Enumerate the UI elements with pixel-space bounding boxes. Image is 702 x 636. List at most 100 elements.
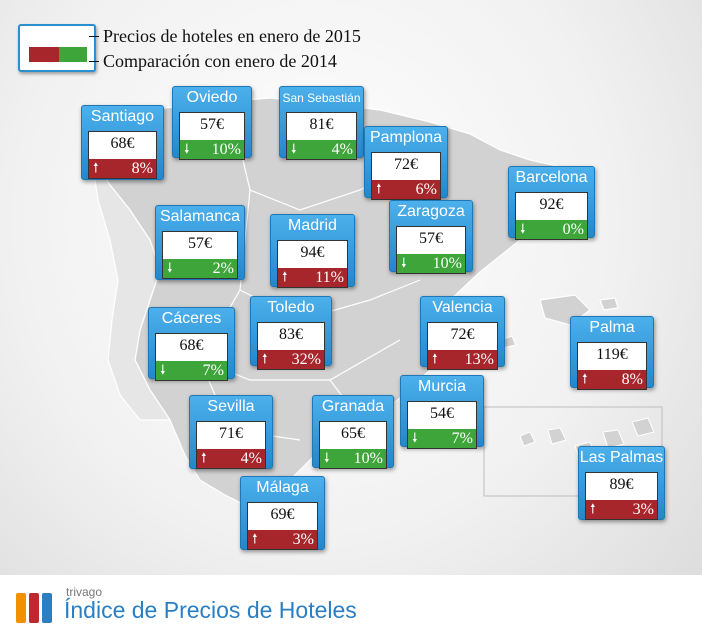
- city-salamanca: Salamanca 57€ 🠗 2%: [155, 205, 245, 280]
- city-price: 94€: [300, 244, 325, 261]
- arrow-down-icon: 🠗: [401, 256, 407, 271]
- city-pamplona: Pamplona 72€ 🠕 6%: [364, 126, 448, 200]
- portugal-shape: [91, 159, 172, 421]
- change-pct: 7%: [202, 362, 224, 379]
- city-price: 57€: [419, 230, 443, 247]
- arrow-up-icon: 🠕: [582, 372, 588, 387]
- change-pct: 8%: [621, 371, 643, 388]
- city-price: 57€: [188, 235, 212, 252]
- arrow-down-icon: 🠗: [291, 142, 297, 157]
- change-bar: 🠗 2%: [163, 259, 237, 278]
- logo-bar-orange: [16, 593, 26, 623]
- legend-red-swatch: [29, 47, 59, 62]
- change-pct: 32%: [291, 351, 321, 368]
- city-santiago: Santiago 68€ 🠕 8%: [81, 105, 164, 180]
- change-pct: 10%: [211, 141, 241, 158]
- change-bar: 🠕 13%: [428, 350, 497, 369]
- legend-line-2: Comparación con enero de 2014: [103, 51, 337, 71]
- city-name: Sevilla: [207, 398, 255, 415]
- city-price: 72€: [394, 156, 418, 173]
- arrow-down-icon: 🠗: [324, 451, 330, 466]
- city-name: Cáceres: [161, 310, 222, 327]
- city-price: 72€: [450, 326, 475, 343]
- city-caceres: Cáceres 68€ 🠗 7%: [148, 307, 235, 381]
- city-price: 89€: [609, 476, 634, 493]
- city-name: Pamplona: [369, 129, 443, 146]
- logo-bar-red: [29, 593, 39, 623]
- change-bar: 🠕 11%: [278, 268, 347, 287]
- change-pct: 3%: [292, 531, 314, 548]
- city-madrid: Madrid 94€ 🠕 11%: [270, 214, 355, 288]
- change-pct: 6%: [415, 181, 437, 198]
- change-pct: 0%: [562, 221, 584, 238]
- legend-line-1: Precios de hoteles en enero de 2015: [103, 26, 361, 46]
- trivago-logo-icon: [16, 593, 54, 623]
- arrow-down-icon: 🠗: [412, 431, 418, 446]
- city-san-sebastian: San Sebastián 81€ 🠗 4%: [279, 86, 364, 160]
- city-granada: Granada 65€ 🠗 10%: [312, 395, 394, 469]
- city-name: Oviedo: [186, 89, 238, 106]
- footer-title: Índice de Precios de Hoteles: [64, 597, 357, 623]
- city-name: Toledo: [267, 299, 315, 316]
- arrow-down-icon: 🠗: [520, 222, 526, 237]
- change-bar: 🠗 0%: [516, 220, 587, 239]
- logo-bar-blue: [42, 593, 52, 623]
- city-price: 71€: [219, 425, 243, 442]
- city-price: 92€: [539, 196, 564, 213]
- city-name: Madrid: [288, 217, 337, 234]
- change-pct: 7%: [451, 430, 473, 447]
- change-pct: 4%: [240, 450, 262, 467]
- city-valencia: Valencia 72€ 🠕 13%: [420, 296, 505, 370]
- city-sevilla: Sevilla 71€ 🠕 4%: [189, 395, 273, 469]
- legend: [18, 24, 98, 72]
- change-pct: 8%: [131, 160, 153, 177]
- city-name: San Sebastián: [282, 91, 361, 105]
- legend-connector-2: [89, 61, 99, 62]
- city-zaragoza: Zaragoza 57€ 🠗 10%: [389, 200, 473, 274]
- city-name: Valencia: [432, 299, 493, 316]
- change-pct: 11%: [315, 269, 344, 286]
- arrow-up-icon: 🠕: [590, 502, 596, 517]
- change-bar: 🠕 3%: [586, 500, 657, 519]
- change-bar: 🠗 4%: [287, 140, 356, 159]
- city-name: Murcia: [417, 378, 466, 395]
- city-name: Granada: [321, 398, 385, 415]
- change-pct: 2%: [212, 260, 234, 277]
- change-bar: 🠗 10%: [180, 140, 244, 159]
- city-name: Santiago: [90, 108, 155, 125]
- city-name: Zaragoza: [397, 203, 465, 220]
- arrow-down-icon: 🠗: [167, 261, 173, 276]
- change-bar: 🠕 4%: [197, 449, 265, 468]
- change-bar: 🠕 8%: [89, 159, 156, 178]
- legend-green-swatch: [59, 47, 87, 62]
- change-pct: 3%: [632, 501, 654, 518]
- footer: trivago Índice de Precios de Hoteles: [0, 575, 702, 636]
- arrow-up-icon: 🠕: [93, 161, 99, 176]
- city-price: 65€: [341, 425, 365, 442]
- legend-connector-1: [89, 36, 99, 37]
- city-toledo: Toledo 83€ 🠕 32%: [250, 296, 332, 370]
- city-price: 54€: [430, 405, 454, 422]
- arrow-up-icon: 🠕: [282, 270, 288, 285]
- arrow-up-icon: 🠕: [262, 352, 268, 367]
- arrow-down-icon: 🠗: [160, 363, 166, 378]
- change-bar: 🠗 7%: [156, 361, 227, 380]
- city-barcelona: Barcelona 92€ 🠗 0%: [508, 166, 595, 240]
- change-bar: 🠕 3%: [248, 530, 317, 549]
- change-bar: 🠗 10%: [397, 254, 465, 273]
- city-name: Las Palmas: [579, 449, 664, 466]
- city-las-palmas: Las Palmas 89€ 🠕 3%: [578, 446, 665, 520]
- change-pct: 13%: [464, 351, 494, 368]
- change-bar: 🠗 7%: [408, 429, 476, 448]
- city-price: 69€: [270, 506, 295, 523]
- arrow-up-icon: 🠕: [432, 352, 438, 367]
- city-price: 119€: [596, 346, 628, 363]
- city-oviedo: Oviedo 57€ 🠗 10%: [172, 86, 252, 160]
- arrow-up-icon: 🠕: [376, 182, 382, 197]
- change-pct: 10%: [432, 255, 462, 272]
- city-name: Palma: [589, 319, 635, 336]
- city-price: 68€: [179, 337, 204, 354]
- city-malaga: Málaga 69€ 🠕 3%: [240, 476, 325, 550]
- change-bar: 🠕 32%: [258, 350, 324, 369]
- arrow-up-icon: 🠕: [201, 451, 207, 466]
